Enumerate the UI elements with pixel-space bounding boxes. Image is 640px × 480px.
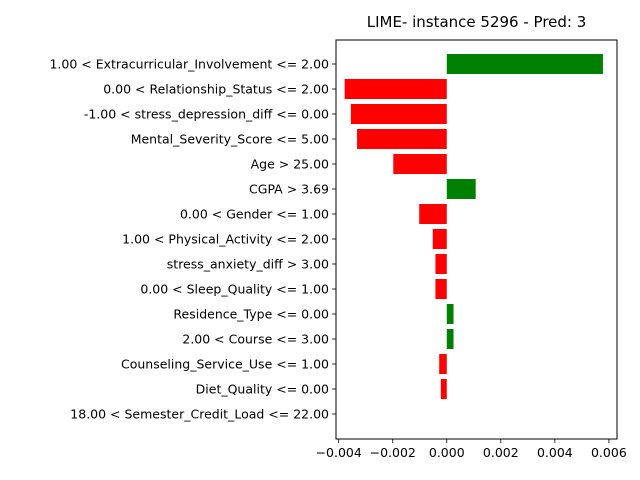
y-tick-label: CGPA > 3.69 xyxy=(249,182,329,197)
y-tick-labels: 1.00 < Extracurricular_Involvement <= 2.… xyxy=(49,57,336,422)
bar xyxy=(350,104,447,124)
y-tick-label: stress_anxiety_diff > 3.00 xyxy=(167,257,329,272)
y-tick-label: 0.00 < Sleep_Quality <= 1.00 xyxy=(140,282,329,297)
y-tick-label: 1.00 < Extracurricular_Involvement <= 2.… xyxy=(49,57,329,72)
y-tick-label: 0.00 < Gender <= 1.00 xyxy=(180,207,329,222)
bar xyxy=(432,229,447,249)
bar xyxy=(344,79,447,99)
x-ticks: −0.004 −0.002 0.000 0.002 0.004 0.006 xyxy=(316,439,627,460)
x-tick-label: 0.004 xyxy=(537,445,573,460)
bar xyxy=(435,279,447,299)
x-tick-label: −0.004 xyxy=(316,445,362,460)
x-tick-label: 0.002 xyxy=(483,445,519,460)
bar xyxy=(419,204,447,224)
y-tick-label: Age > 25.00 xyxy=(251,157,329,172)
y-tick-label: 0.00 < Relationship_Status <= 2.00 xyxy=(103,82,329,97)
y-tick-label: Mental_Severity_Score <= 5.00 xyxy=(131,132,329,147)
bar xyxy=(439,354,447,374)
axes-frame xyxy=(335,39,618,440)
x-tick-label: 0.006 xyxy=(591,445,627,460)
bar xyxy=(446,329,454,349)
bar xyxy=(446,179,476,199)
bars-group xyxy=(344,54,603,399)
x-tick-label: 0.000 xyxy=(429,445,465,460)
y-tick-label: Residence_Type <= 0.00 xyxy=(173,307,329,322)
bar xyxy=(357,129,447,149)
bar xyxy=(440,379,447,399)
bar xyxy=(446,304,454,324)
bar xyxy=(435,254,447,274)
y-tick-label: 1.00 < Physical_Activity <= 2.00 xyxy=(122,232,329,247)
x-tick-label: −0.002 xyxy=(370,445,416,460)
y-tick-label: Diet_Quality <= 0.00 xyxy=(196,382,329,397)
bar xyxy=(393,154,447,174)
chart-title: LIME- instance 5296 - Pred: 3 xyxy=(367,13,587,31)
bar xyxy=(446,54,603,74)
y-tick-label: 18.00 < Semester_Credit_Load <= 22.00 xyxy=(70,407,329,422)
y-tick-label: -1.00 < stress_depression_diff <= 0.00 xyxy=(84,107,329,122)
y-tick-label: 2.00 < Course <= 3.00 xyxy=(182,332,329,347)
y-tick-label: Counseling_Service_Use <= 1.00 xyxy=(121,357,329,372)
